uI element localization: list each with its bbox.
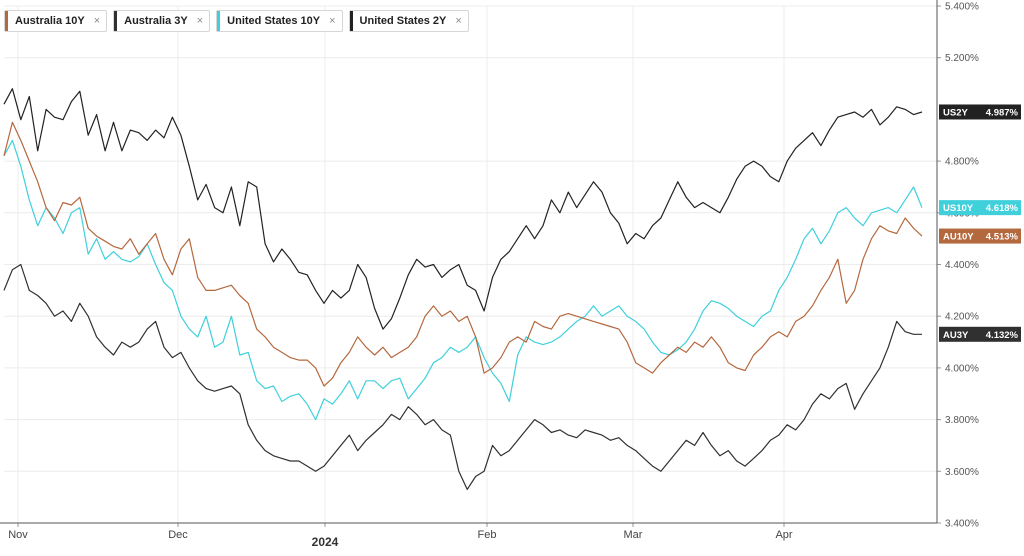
series-line-us2y: [3, 88, 923, 330]
legend-label: Australia 10Y: [15, 15, 85, 27]
x-tick-label: 2024: [312, 535, 339, 549]
y-tick-label: 3.800%: [945, 415, 979, 426]
y-tick-label: 4.000%: [945, 363, 979, 374]
tag-symbol: US2Y: [943, 107, 968, 118]
legend-label: United States 2Y: [359, 15, 447, 27]
legend-swatch: [5, 11, 8, 31]
x-tick-label: Apr: [775, 529, 792, 541]
legend-swatch: [114, 11, 118, 31]
x-tick-label: Feb: [478, 529, 497, 541]
x-tick-label: Dec: [168, 529, 188, 541]
legend-chip-australia-10y[interactable]: Australia 10Y ×: [4, 10, 108, 32]
close-icon[interactable]: ×: [93, 15, 101, 27]
close-icon[interactable]: ×: [196, 15, 204, 27]
close-icon[interactable]: ×: [455, 15, 462, 27]
y-tick-label: 5.400%: [945, 2, 979, 13]
x-tick-label: Mar: [624, 529, 643, 541]
axes: 5.400%5.200%4.800%4.600%4.400%4.200%4.00…: [0, 0, 979, 549]
tag-background: [939, 104, 1021, 120]
y-tick-label: 3.400%: [945, 519, 979, 530]
legend-chip-united-states-2y[interactable]: United States 2Y ×: [348, 10, 469, 32]
tag-symbol: AU10Y: [943, 232, 974, 243]
tag-background: [939, 200, 1021, 216]
y-tick-label: 5.200%: [945, 53, 979, 64]
series-line-au10y: [3, 121, 923, 387]
legend-swatch: [349, 11, 353, 31]
tag-value: 4.618%: [986, 203, 1019, 214]
last-value-tags: US2Y 4.987% US10Y 4.618% AU10Y 4.513% AU3Y 4.13…: [939, 104, 1021, 342]
tag-background: [939, 326, 1021, 342]
grid: [4, 5, 937, 524]
series-line-au3y: [3, 263, 922, 490]
legend-label: Australia 3Y: [124, 15, 188, 27]
y-tick-label: 4.800%: [945, 157, 979, 168]
y-tick-label: 4.200%: [945, 312, 979, 323]
legend: Australia 10Y × Australia 3Y × United States…: [4, 10, 469, 32]
close-icon[interactable]: ×: [329, 15, 336, 27]
y-tick-label: 4.400%: [945, 260, 979, 271]
tag-value: 4.513%: [986, 232, 1019, 243]
series-line-us10y: [3, 139, 923, 421]
tag-symbol: US10Y: [943, 203, 974, 214]
tag-value: 4.987%: [986, 107, 1019, 118]
last-value-tag-au3y: AU3Y 4.132%: [939, 326, 1021, 342]
last-value-tag-au10y: AU10Y 4.513%: [939, 228, 1021, 244]
tag-value: 4.132%: [986, 330, 1019, 341]
tag-symbol: AU3Y: [943, 330, 969, 341]
tag-background: [939, 228, 1021, 244]
legend-chip-united-states-10y[interactable]: United States 10Y ×: [216, 10, 343, 32]
legend-label: United States 10Y: [227, 15, 321, 27]
last-value-tag-us2y: US2Y 4.987%: [939, 104, 1021, 120]
x-tick-label: Nov: [8, 529, 28, 541]
legend-chip-australia-3y[interactable]: Australia 3Y ×: [113, 10, 211, 32]
legend-swatch: [217, 11, 221, 31]
series-lines: [3, 88, 923, 490]
last-value-tag-us10y: US10Y 4.618%: [939, 200, 1021, 216]
y-tick-label: 3.600%: [945, 467, 979, 478]
